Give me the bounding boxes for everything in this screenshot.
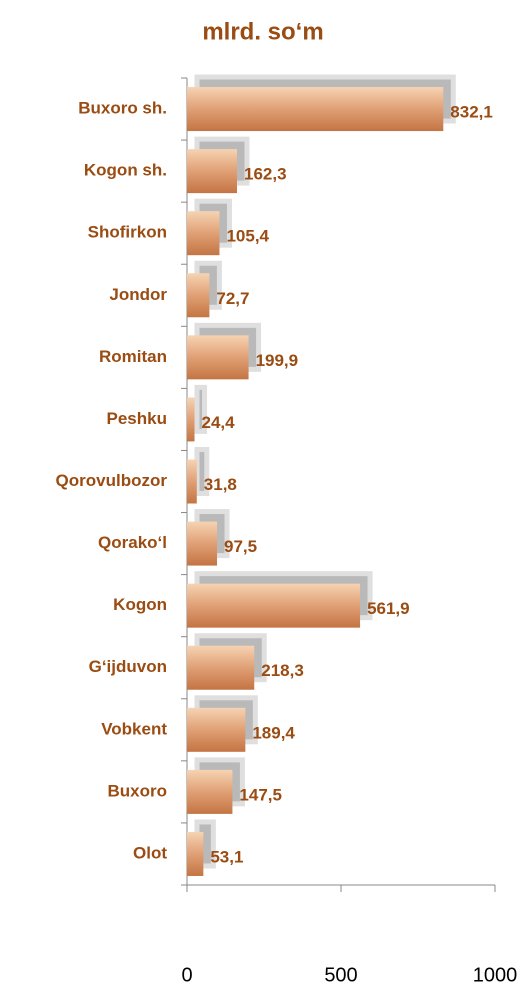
y-tick-label: Romitan [99,347,167,366]
bar [187,583,361,628]
bar [187,521,218,566]
y-tick-label: Shofirkon [88,223,167,242]
bar [187,211,220,256]
value-label: 31,8 [204,475,237,494]
chart-title: mlrd. so‘m [202,18,323,45]
value-label: 218,3 [261,661,304,680]
bar [187,149,237,194]
y-tick-label: Olot [133,843,167,862]
bar [187,831,204,876]
value-label: 147,5 [239,785,282,804]
value-label: 199,9 [256,351,299,370]
bar [187,273,210,318]
bar [187,769,233,814]
bar [187,397,195,442]
x-tick-label: 0 [181,964,192,986]
y-tick-label: Jondor [109,285,167,304]
x-tick-label: 1000 [473,964,518,986]
bar-shadow [194,384,208,434]
value-label: 162,3 [244,165,287,184]
bar [187,707,246,752]
y-tick-label: Qorovulbozor [56,471,168,490]
bar-shadow [194,447,210,496]
value-label: 832,1 [450,103,493,122]
y-tick-label: Peshku [107,409,167,428]
bar [187,335,249,380]
bar [187,645,255,690]
bar [187,459,197,504]
y-tick-label: Vobkent [101,719,167,738]
y-tick-label: Buxoro sh. [78,99,167,118]
y-tick-label: Kogon [113,595,167,614]
value-label: 97,5 [224,537,257,556]
value-label: 72,7 [216,289,249,308]
y-tick-label: Kogon sh. [84,161,167,180]
value-label: 53,1 [210,847,243,866]
value-label: 561,9 [367,599,410,618]
value-label: 105,4 [226,227,269,246]
value-label: 189,4 [252,723,295,742]
x-tick-label: 500 [324,964,357,986]
y-tick-label: Buxoro [108,781,168,800]
bar [187,87,444,132]
y-tick-label: Qorako‘l [98,533,167,552]
y-tick-label: G‘ijduvon [89,657,167,676]
value-label: 24,4 [202,413,236,432]
